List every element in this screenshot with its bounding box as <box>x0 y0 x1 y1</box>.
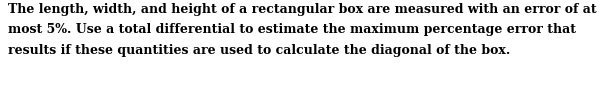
Text: The length, width, and height of a rectangular box are measured with an error of: The length, width, and height of a recta… <box>8 3 597 57</box>
